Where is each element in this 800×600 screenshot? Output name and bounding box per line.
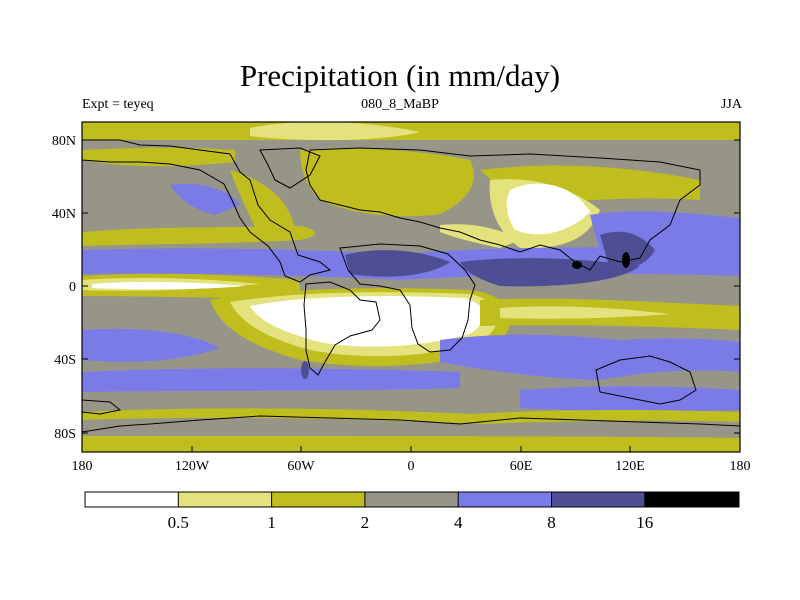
map-field: [82, 122, 740, 452]
map-title: Precipitation (in mm/day): [239, 58, 561, 93]
lat-tick-label: 0: [69, 280, 76, 295]
continent-outlines: [82, 139, 740, 433]
outline-africa: [339, 243, 476, 353]
lat-tick-label: 40S: [54, 353, 76, 368]
field-americas-n: [230, 170, 295, 238]
colorbar-label: 1: [267, 513, 276, 532]
outline-australia: [595, 355, 697, 405]
colorbar-label: 8: [547, 513, 556, 532]
colorbar-frame: [84, 491, 740, 508]
colorbar-box: [178, 492, 272, 507]
field-eq-white: [92, 281, 245, 290]
field-desert-white: [506, 183, 590, 235]
colorbar-box: [364, 492, 459, 507]
field-arabia-light: [440, 224, 520, 248]
field-south-ocean-light: [500, 306, 670, 319]
colorbar-box: [85, 492, 179, 507]
outline-antarctica: [82, 415, 740, 433]
outline-north-america: [82, 139, 332, 283]
lon-tick-label: 120E: [615, 459, 645, 474]
field-south-pacific-wet: [82, 328, 220, 362]
outline-eurasia: [305, 147, 701, 271]
lon-tick-label: 180: [72, 459, 93, 474]
field-europe: [300, 148, 474, 217]
field-southern-ocean-wet-2: [520, 386, 740, 412]
experiment-label: Expt = teyeq: [82, 97, 154, 112]
field-south-white: [250, 296, 484, 347]
season-label: JJA: [720, 97, 742, 112]
lon-tick-label: 0: [408, 459, 415, 474]
field-max-sea: [622, 252, 630, 268]
colorbar-box: [271, 492, 365, 507]
colorbar-box: [644, 492, 739, 507]
lon-tick-label: 60W: [287, 459, 315, 474]
lat-axis: 80N 40N 0 40S 80S: [52, 134, 740, 442]
outline-south-america: [303, 281, 381, 376]
colorbar-box: [551, 492, 645, 507]
colorbar-box: [458, 492, 552, 507]
field-subtropic-n: [82, 226, 315, 246]
lon-tick-label: 120W: [175, 459, 210, 474]
lon-axis: 180 120W 60W 0 60E 120E 180: [72, 446, 751, 474]
field-andes-wet: [301, 361, 309, 379]
colorbar-label: 2: [361, 513, 370, 532]
colorbar-label: 4: [454, 513, 463, 532]
field-indian-wet: [460, 258, 640, 287]
lat-tick-label: 80S: [54, 427, 76, 442]
colorbar-label: 16: [636, 513, 653, 532]
lat-tick-label: 80N: [52, 134, 76, 149]
field-southern-ocean-wet: [82, 368, 460, 392]
field-max-bay: [572, 261, 582, 269]
lon-tick-label: 180: [730, 459, 751, 474]
colorbar: 0.5 1 2 4 8 16: [84, 491, 740, 532]
field-africa-wet: [345, 250, 450, 277]
age-label: 080_8_MaBP: [361, 97, 439, 112]
outline-greenland: [259, 147, 321, 189]
lon-tick-label: 60E: [510, 459, 533, 474]
field-south-indian-wet: [440, 334, 740, 380]
colorbar-label: 0.5: [168, 513, 189, 532]
field-antarctic-grey: [82, 417, 740, 438]
lat-tick-label: 40N: [52, 207, 76, 222]
field-monsoon-wet: [600, 231, 655, 268]
field-arctic-light: [250, 122, 420, 141]
field-atlantic-wet: [170, 183, 240, 215]
outline-antarctic-island: [82, 399, 122, 415]
